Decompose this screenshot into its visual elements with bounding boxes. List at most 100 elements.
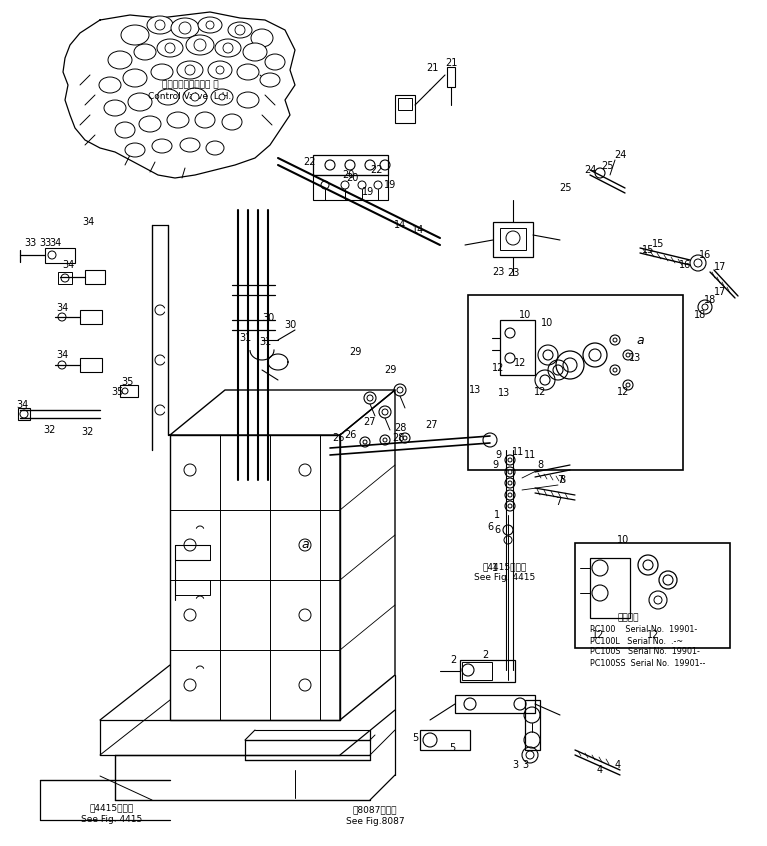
Ellipse shape [195, 112, 215, 128]
Text: 34: 34 [49, 238, 61, 248]
Text: 28: 28 [392, 433, 404, 443]
Text: 22: 22 [370, 165, 383, 175]
Ellipse shape [183, 88, 207, 106]
Text: 29: 29 [349, 347, 361, 357]
Text: 21: 21 [445, 58, 457, 68]
Ellipse shape [155, 20, 165, 30]
Text: 17: 17 [714, 287, 726, 297]
Text: 10: 10 [518, 310, 531, 320]
Text: 35: 35 [112, 387, 124, 397]
Ellipse shape [157, 89, 179, 105]
Text: PC100SS  Serial No.  19901--: PC100SS Serial No. 19901-- [590, 658, 706, 667]
Bar [575, 543, 730, 648]
Text: 2: 2 [450, 655, 456, 665]
Text: 4: 4 [615, 760, 621, 770]
Text: Control Valve  L.H.: Control Valve L.H. [148, 91, 232, 101]
Bar [493, 222, 533, 257]
Circle shape [613, 338, 617, 342]
Text: 8: 8 [537, 460, 543, 470]
Text: 11: 11 [524, 450, 536, 460]
Ellipse shape [228, 22, 252, 38]
Text: 22: 22 [304, 157, 316, 167]
Bar [460, 660, 515, 682]
Ellipse shape [152, 139, 172, 153]
Text: 20: 20 [342, 170, 354, 180]
Text: 11: 11 [512, 447, 524, 457]
Bar [80, 310, 102, 324]
Ellipse shape [177, 61, 203, 79]
Text: 30: 30 [284, 320, 296, 330]
Ellipse shape [128, 93, 152, 111]
Text: 17: 17 [714, 262, 726, 272]
Ellipse shape [219, 94, 225, 100]
Ellipse shape [121, 25, 149, 45]
Text: 14: 14 [394, 220, 406, 230]
Ellipse shape [134, 44, 156, 60]
Circle shape [553, 365, 563, 375]
Ellipse shape [115, 122, 135, 138]
Bar [45, 248, 75, 263]
Ellipse shape [265, 54, 285, 70]
Circle shape [626, 383, 630, 387]
Text: 12: 12 [617, 387, 629, 397]
Text: 3: 3 [512, 760, 518, 770]
Text: 31: 31 [239, 333, 251, 343]
Ellipse shape [185, 65, 195, 75]
Ellipse shape [104, 100, 126, 116]
Ellipse shape [237, 64, 259, 80]
Polygon shape [63, 12, 295, 178]
Bar [313, 155, 388, 175]
Ellipse shape [223, 43, 233, 53]
Text: 25: 25 [602, 161, 614, 171]
Circle shape [508, 458, 512, 462]
Text: 7: 7 [557, 475, 563, 485]
Bar [455, 695, 535, 713]
Bar [313, 175, 388, 200]
Bar [398, 98, 412, 110]
Text: 13: 13 [469, 385, 481, 395]
Text: 28: 28 [393, 423, 407, 433]
Bar [500, 320, 535, 375]
Bar [85, 270, 105, 284]
Text: 25: 25 [558, 183, 571, 193]
Text: 32: 32 [44, 425, 56, 435]
Text: 8: 8 [559, 475, 565, 485]
Ellipse shape [198, 17, 222, 33]
Text: 第4415図参照: 第4415図参照 [90, 804, 134, 812]
Text: 27: 27 [426, 420, 438, 430]
Bar [525, 700, 540, 750]
Text: PC100S   Serial No.  19901-: PC100S Serial No. 19901- [590, 647, 700, 656]
Text: 1: 1 [494, 510, 500, 520]
Text: 2: 2 [482, 650, 488, 660]
Bar [175, 580, 210, 595]
Ellipse shape [108, 51, 132, 69]
Bar [462, 662, 492, 680]
Text: 34: 34 [56, 350, 68, 360]
Text: 12: 12 [592, 630, 604, 640]
Ellipse shape [125, 143, 145, 157]
Ellipse shape [260, 73, 280, 87]
Text: 10: 10 [617, 535, 629, 545]
Text: 7: 7 [555, 497, 561, 507]
Text: 34: 34 [62, 260, 74, 270]
Text: 26: 26 [344, 430, 356, 440]
Bar [420, 730, 470, 750]
Ellipse shape [251, 29, 273, 47]
Text: 29: 29 [384, 365, 397, 375]
Ellipse shape [208, 61, 232, 79]
Text: 24: 24 [614, 150, 626, 160]
Text: 14: 14 [412, 225, 424, 235]
Ellipse shape [186, 35, 214, 55]
Ellipse shape [151, 64, 173, 80]
Ellipse shape [194, 39, 206, 51]
Bar [500, 228, 526, 250]
Bar [80, 358, 102, 372]
Text: 34: 34 [82, 217, 94, 227]
Text: PC100L   Serial No.  .-~: PC100L Serial No. .-~ [590, 636, 683, 645]
Text: PC100    Serial No.  19901-: PC100 Serial No. 19901- [590, 625, 697, 634]
Ellipse shape [191, 93, 199, 101]
Text: コントロールバルブ 左: コントロールバルブ 左 [162, 80, 219, 90]
Text: 9: 9 [495, 450, 501, 460]
Circle shape [613, 368, 617, 372]
Text: 第8087図参照: 第8087図参照 [353, 805, 397, 815]
